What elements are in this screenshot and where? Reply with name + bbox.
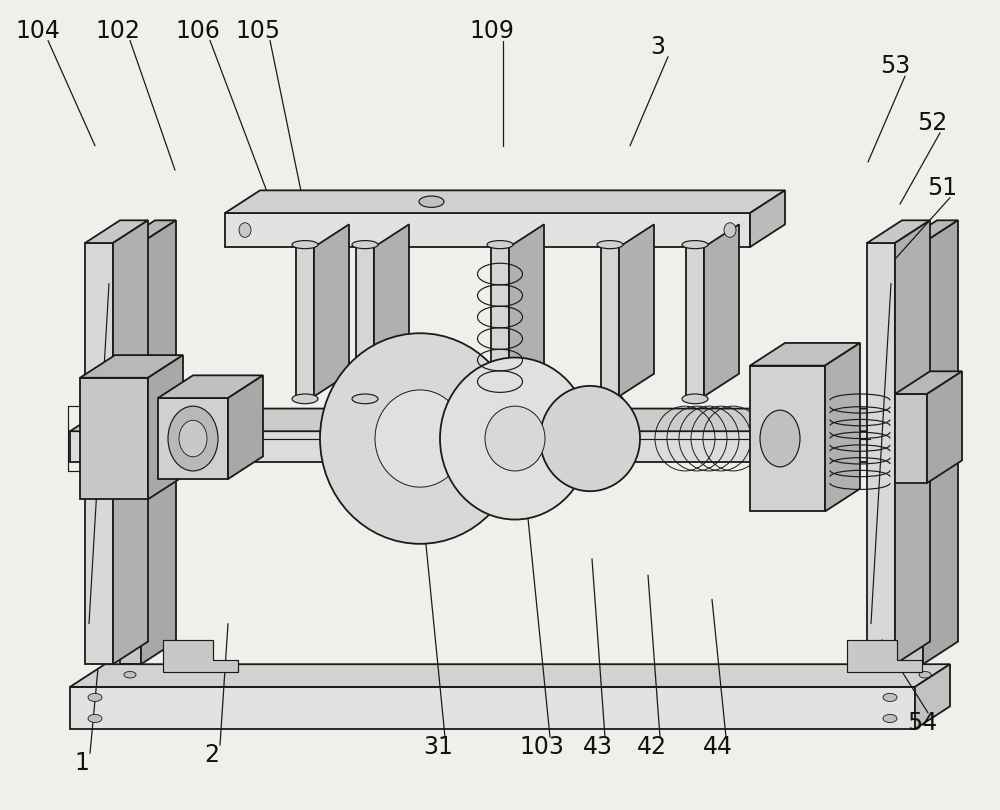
- Polygon shape: [491, 247, 509, 396]
- Text: 44: 44: [703, 735, 733, 759]
- Polygon shape: [85, 220, 148, 243]
- Ellipse shape: [724, 223, 736, 237]
- Polygon shape: [80, 377, 148, 499]
- Polygon shape: [374, 224, 409, 396]
- Ellipse shape: [760, 410, 800, 467]
- Polygon shape: [867, 220, 930, 243]
- Polygon shape: [70, 664, 950, 687]
- Polygon shape: [915, 664, 950, 729]
- Text: 106: 106: [176, 19, 220, 43]
- Ellipse shape: [292, 394, 318, 403]
- Polygon shape: [85, 243, 113, 664]
- Text: 102: 102: [96, 19, 140, 43]
- Text: 109: 109: [470, 19, 514, 43]
- Polygon shape: [228, 375, 263, 479]
- Ellipse shape: [88, 714, 102, 723]
- Text: 31: 31: [423, 735, 453, 759]
- Ellipse shape: [119, 436, 141, 457]
- Polygon shape: [509, 224, 544, 396]
- Text: 51: 51: [927, 176, 957, 200]
- Text: 1: 1: [75, 751, 89, 775]
- Polygon shape: [923, 220, 958, 664]
- Ellipse shape: [124, 671, 136, 678]
- Polygon shape: [120, 220, 176, 243]
- Ellipse shape: [352, 394, 378, 403]
- Polygon shape: [80, 355, 183, 377]
- Text: 3: 3: [650, 35, 666, 59]
- Ellipse shape: [292, 241, 318, 249]
- Ellipse shape: [320, 333, 520, 544]
- Ellipse shape: [375, 390, 465, 487]
- Polygon shape: [120, 243, 141, 664]
- Ellipse shape: [487, 394, 513, 403]
- Polygon shape: [750, 365, 825, 511]
- Ellipse shape: [919, 671, 931, 678]
- Polygon shape: [601, 247, 619, 396]
- Ellipse shape: [239, 223, 251, 237]
- Polygon shape: [895, 220, 930, 664]
- Ellipse shape: [597, 394, 623, 403]
- Polygon shape: [704, 224, 739, 396]
- Polygon shape: [225, 190, 785, 213]
- Text: 103: 103: [520, 735, 564, 759]
- Ellipse shape: [485, 406, 545, 471]
- Ellipse shape: [682, 394, 708, 403]
- Polygon shape: [148, 355, 183, 499]
- Polygon shape: [750, 190, 785, 247]
- Polygon shape: [356, 247, 374, 396]
- Text: 104: 104: [16, 19, 60, 43]
- Polygon shape: [158, 398, 228, 479]
- Polygon shape: [141, 220, 176, 664]
- Ellipse shape: [440, 357, 590, 519]
- Polygon shape: [895, 394, 927, 483]
- Polygon shape: [915, 408, 950, 462]
- Ellipse shape: [883, 714, 897, 723]
- Polygon shape: [113, 220, 148, 664]
- Ellipse shape: [179, 420, 207, 457]
- Polygon shape: [619, 224, 654, 396]
- Polygon shape: [902, 220, 958, 243]
- Text: 52: 52: [917, 111, 947, 135]
- Polygon shape: [750, 343, 860, 365]
- Ellipse shape: [540, 386, 640, 491]
- Ellipse shape: [487, 241, 513, 249]
- Ellipse shape: [168, 406, 218, 471]
- Polygon shape: [847, 640, 922, 672]
- Text: 54: 54: [907, 710, 937, 735]
- Polygon shape: [867, 243, 895, 664]
- Polygon shape: [158, 375, 263, 398]
- Ellipse shape: [352, 241, 378, 249]
- Ellipse shape: [597, 241, 623, 249]
- Ellipse shape: [419, 196, 444, 207]
- Text: 2: 2: [205, 743, 220, 767]
- Ellipse shape: [883, 693, 897, 701]
- Polygon shape: [70, 431, 915, 462]
- Polygon shape: [163, 640, 238, 672]
- Text: 42: 42: [637, 735, 667, 759]
- Polygon shape: [902, 243, 923, 664]
- Polygon shape: [70, 687, 915, 729]
- Polygon shape: [686, 247, 704, 396]
- Polygon shape: [296, 247, 314, 396]
- Ellipse shape: [682, 241, 708, 249]
- Ellipse shape: [88, 693, 102, 701]
- Text: 43: 43: [583, 735, 613, 759]
- Polygon shape: [314, 224, 349, 396]
- Polygon shape: [825, 343, 860, 511]
- Polygon shape: [895, 371, 962, 394]
- Polygon shape: [225, 213, 750, 247]
- Text: 53: 53: [880, 54, 910, 79]
- Text: 105: 105: [235, 19, 281, 43]
- Polygon shape: [70, 408, 950, 431]
- Polygon shape: [927, 371, 962, 483]
